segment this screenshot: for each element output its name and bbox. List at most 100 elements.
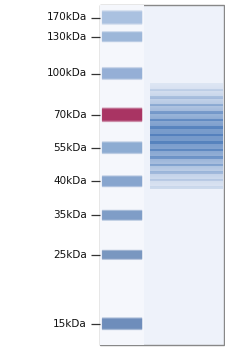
Bar xyxy=(150,180,223,182)
Bar xyxy=(150,176,223,177)
Bar xyxy=(150,84,223,85)
FancyBboxPatch shape xyxy=(102,109,142,120)
Bar xyxy=(150,127,223,128)
Bar xyxy=(150,83,223,84)
FancyBboxPatch shape xyxy=(102,318,142,330)
Bar xyxy=(150,164,223,166)
Bar xyxy=(150,100,223,101)
Bar xyxy=(150,93,223,94)
Bar xyxy=(150,173,223,174)
Bar xyxy=(150,130,223,131)
FancyBboxPatch shape xyxy=(102,250,142,260)
FancyBboxPatch shape xyxy=(102,210,142,220)
Bar xyxy=(150,117,223,118)
Bar xyxy=(150,161,223,162)
Bar xyxy=(150,168,223,169)
FancyBboxPatch shape xyxy=(102,317,142,330)
Bar xyxy=(150,115,223,116)
FancyBboxPatch shape xyxy=(102,68,142,79)
FancyBboxPatch shape xyxy=(102,251,142,259)
Bar xyxy=(150,126,223,128)
Bar xyxy=(150,177,223,179)
FancyBboxPatch shape xyxy=(102,11,142,24)
Bar xyxy=(150,113,223,114)
FancyBboxPatch shape xyxy=(102,142,142,153)
FancyBboxPatch shape xyxy=(102,210,142,220)
Bar xyxy=(150,148,223,150)
Bar xyxy=(150,86,223,87)
FancyBboxPatch shape xyxy=(102,318,142,329)
Bar xyxy=(150,158,223,160)
Bar xyxy=(150,97,223,99)
Bar xyxy=(150,149,223,150)
Bar xyxy=(150,181,223,182)
Bar xyxy=(150,143,223,145)
FancyBboxPatch shape xyxy=(102,177,142,186)
Bar xyxy=(150,139,223,140)
Bar xyxy=(150,175,223,176)
Bar xyxy=(150,155,223,156)
Bar xyxy=(150,111,223,113)
Bar xyxy=(150,140,223,141)
Bar xyxy=(150,123,223,124)
Bar xyxy=(150,85,223,86)
Bar xyxy=(150,121,223,122)
FancyBboxPatch shape xyxy=(102,142,142,153)
Bar xyxy=(150,118,223,119)
Bar xyxy=(150,182,223,183)
Bar xyxy=(150,128,223,130)
FancyBboxPatch shape xyxy=(102,69,142,78)
Bar xyxy=(150,169,223,170)
Bar xyxy=(150,129,223,130)
Bar xyxy=(150,167,223,168)
Bar xyxy=(150,125,223,126)
FancyBboxPatch shape xyxy=(102,68,142,79)
FancyBboxPatch shape xyxy=(102,33,142,41)
Bar xyxy=(150,94,223,95)
FancyBboxPatch shape xyxy=(102,319,142,329)
FancyBboxPatch shape xyxy=(102,210,142,221)
Bar xyxy=(150,163,223,164)
Bar xyxy=(150,186,223,187)
Bar xyxy=(150,111,223,112)
Bar xyxy=(150,178,223,180)
Bar xyxy=(150,120,223,121)
Bar xyxy=(150,97,223,98)
FancyBboxPatch shape xyxy=(102,12,142,23)
Bar xyxy=(150,142,223,144)
FancyBboxPatch shape xyxy=(102,317,142,330)
FancyBboxPatch shape xyxy=(102,141,142,154)
Bar xyxy=(150,156,223,158)
Bar xyxy=(150,147,223,148)
FancyBboxPatch shape xyxy=(102,108,142,122)
Bar xyxy=(150,166,223,167)
Bar xyxy=(150,124,223,125)
Bar xyxy=(150,177,223,178)
FancyBboxPatch shape xyxy=(102,32,142,42)
Bar xyxy=(150,158,223,159)
Bar xyxy=(150,154,223,155)
Bar xyxy=(150,135,223,136)
Bar xyxy=(150,114,223,115)
Bar xyxy=(150,148,223,149)
Bar xyxy=(150,90,223,91)
Bar xyxy=(150,95,223,96)
Bar xyxy=(150,136,223,138)
Bar xyxy=(150,188,223,189)
Text: 55kDa: 55kDa xyxy=(53,143,87,153)
Bar xyxy=(150,151,223,152)
FancyBboxPatch shape xyxy=(102,250,142,259)
Bar xyxy=(150,180,223,181)
Text: 130kDa: 130kDa xyxy=(46,32,87,42)
Text: 100kDa: 100kDa xyxy=(47,69,87,78)
Bar xyxy=(150,99,223,100)
Bar xyxy=(150,126,223,127)
Bar xyxy=(150,172,223,174)
Bar xyxy=(150,163,223,165)
Bar xyxy=(150,91,223,92)
Bar xyxy=(150,105,223,106)
FancyBboxPatch shape xyxy=(102,32,142,41)
Bar xyxy=(150,104,223,105)
FancyBboxPatch shape xyxy=(102,318,142,329)
Bar xyxy=(150,152,223,153)
